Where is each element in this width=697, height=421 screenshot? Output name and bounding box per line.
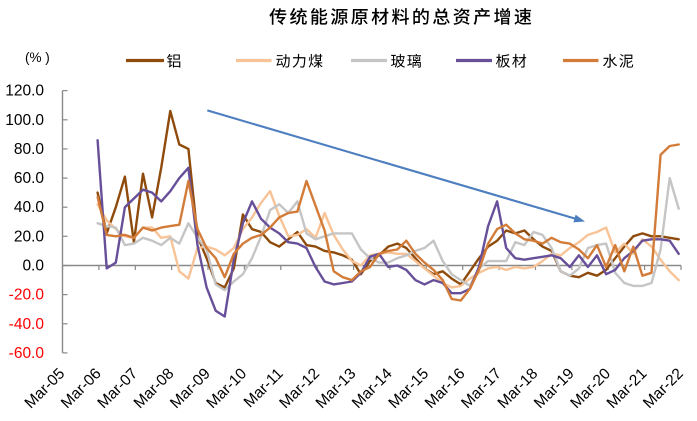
svg-text:Mar-19: Mar-19 — [531, 365, 578, 412]
svg-text:Mar-08: Mar-08 — [131, 365, 178, 412]
svg-text:Mar-15: Mar-15 — [385, 365, 432, 412]
svg-text:Mar-16: Mar-16 — [422, 365, 469, 412]
svg-text:-40.0: -40.0 — [9, 316, 45, 333]
svg-text:Mar-12: Mar-12 — [276, 365, 323, 412]
svg-text:-60.0: -60.0 — [9, 345, 45, 362]
svg-text:Mar-17: Mar-17 — [458, 365, 505, 412]
svg-text:40.0: 40.0 — [14, 199, 45, 216]
svg-text:(% ): (% ) — [25, 50, 50, 65]
svg-text:Mar-21: Mar-21 — [604, 365, 651, 412]
svg-text:Mar-13: Mar-13 — [313, 365, 360, 412]
svg-text:80.0: 80.0 — [14, 141, 45, 158]
svg-text:Mar-06: Mar-06 — [58, 365, 105, 412]
svg-text:Mar-22: Mar-22 — [640, 365, 687, 412]
svg-text:120.0: 120.0 — [5, 83, 44, 100]
svg-text:0.0: 0.0 — [22, 258, 44, 275]
svg-text:Mar-07: Mar-07 — [94, 365, 141, 412]
svg-text:100.0: 100.0 — [5, 112, 44, 129]
svg-text:Mar-14: Mar-14 — [349, 365, 396, 412]
svg-text:Mar-05: Mar-05 — [22, 365, 69, 412]
svg-text:20.0: 20.0 — [14, 228, 45, 245]
svg-text:Mar-10: Mar-10 — [203, 365, 250, 412]
svg-text:Mar-18: Mar-18 — [495, 365, 542, 412]
svg-text:Mar-09: Mar-09 — [167, 365, 214, 412]
svg-text:60.0: 60.0 — [14, 170, 45, 187]
svg-text:Mar-20: Mar-20 — [567, 365, 614, 412]
svg-text:-20.0: -20.0 — [9, 287, 45, 304]
